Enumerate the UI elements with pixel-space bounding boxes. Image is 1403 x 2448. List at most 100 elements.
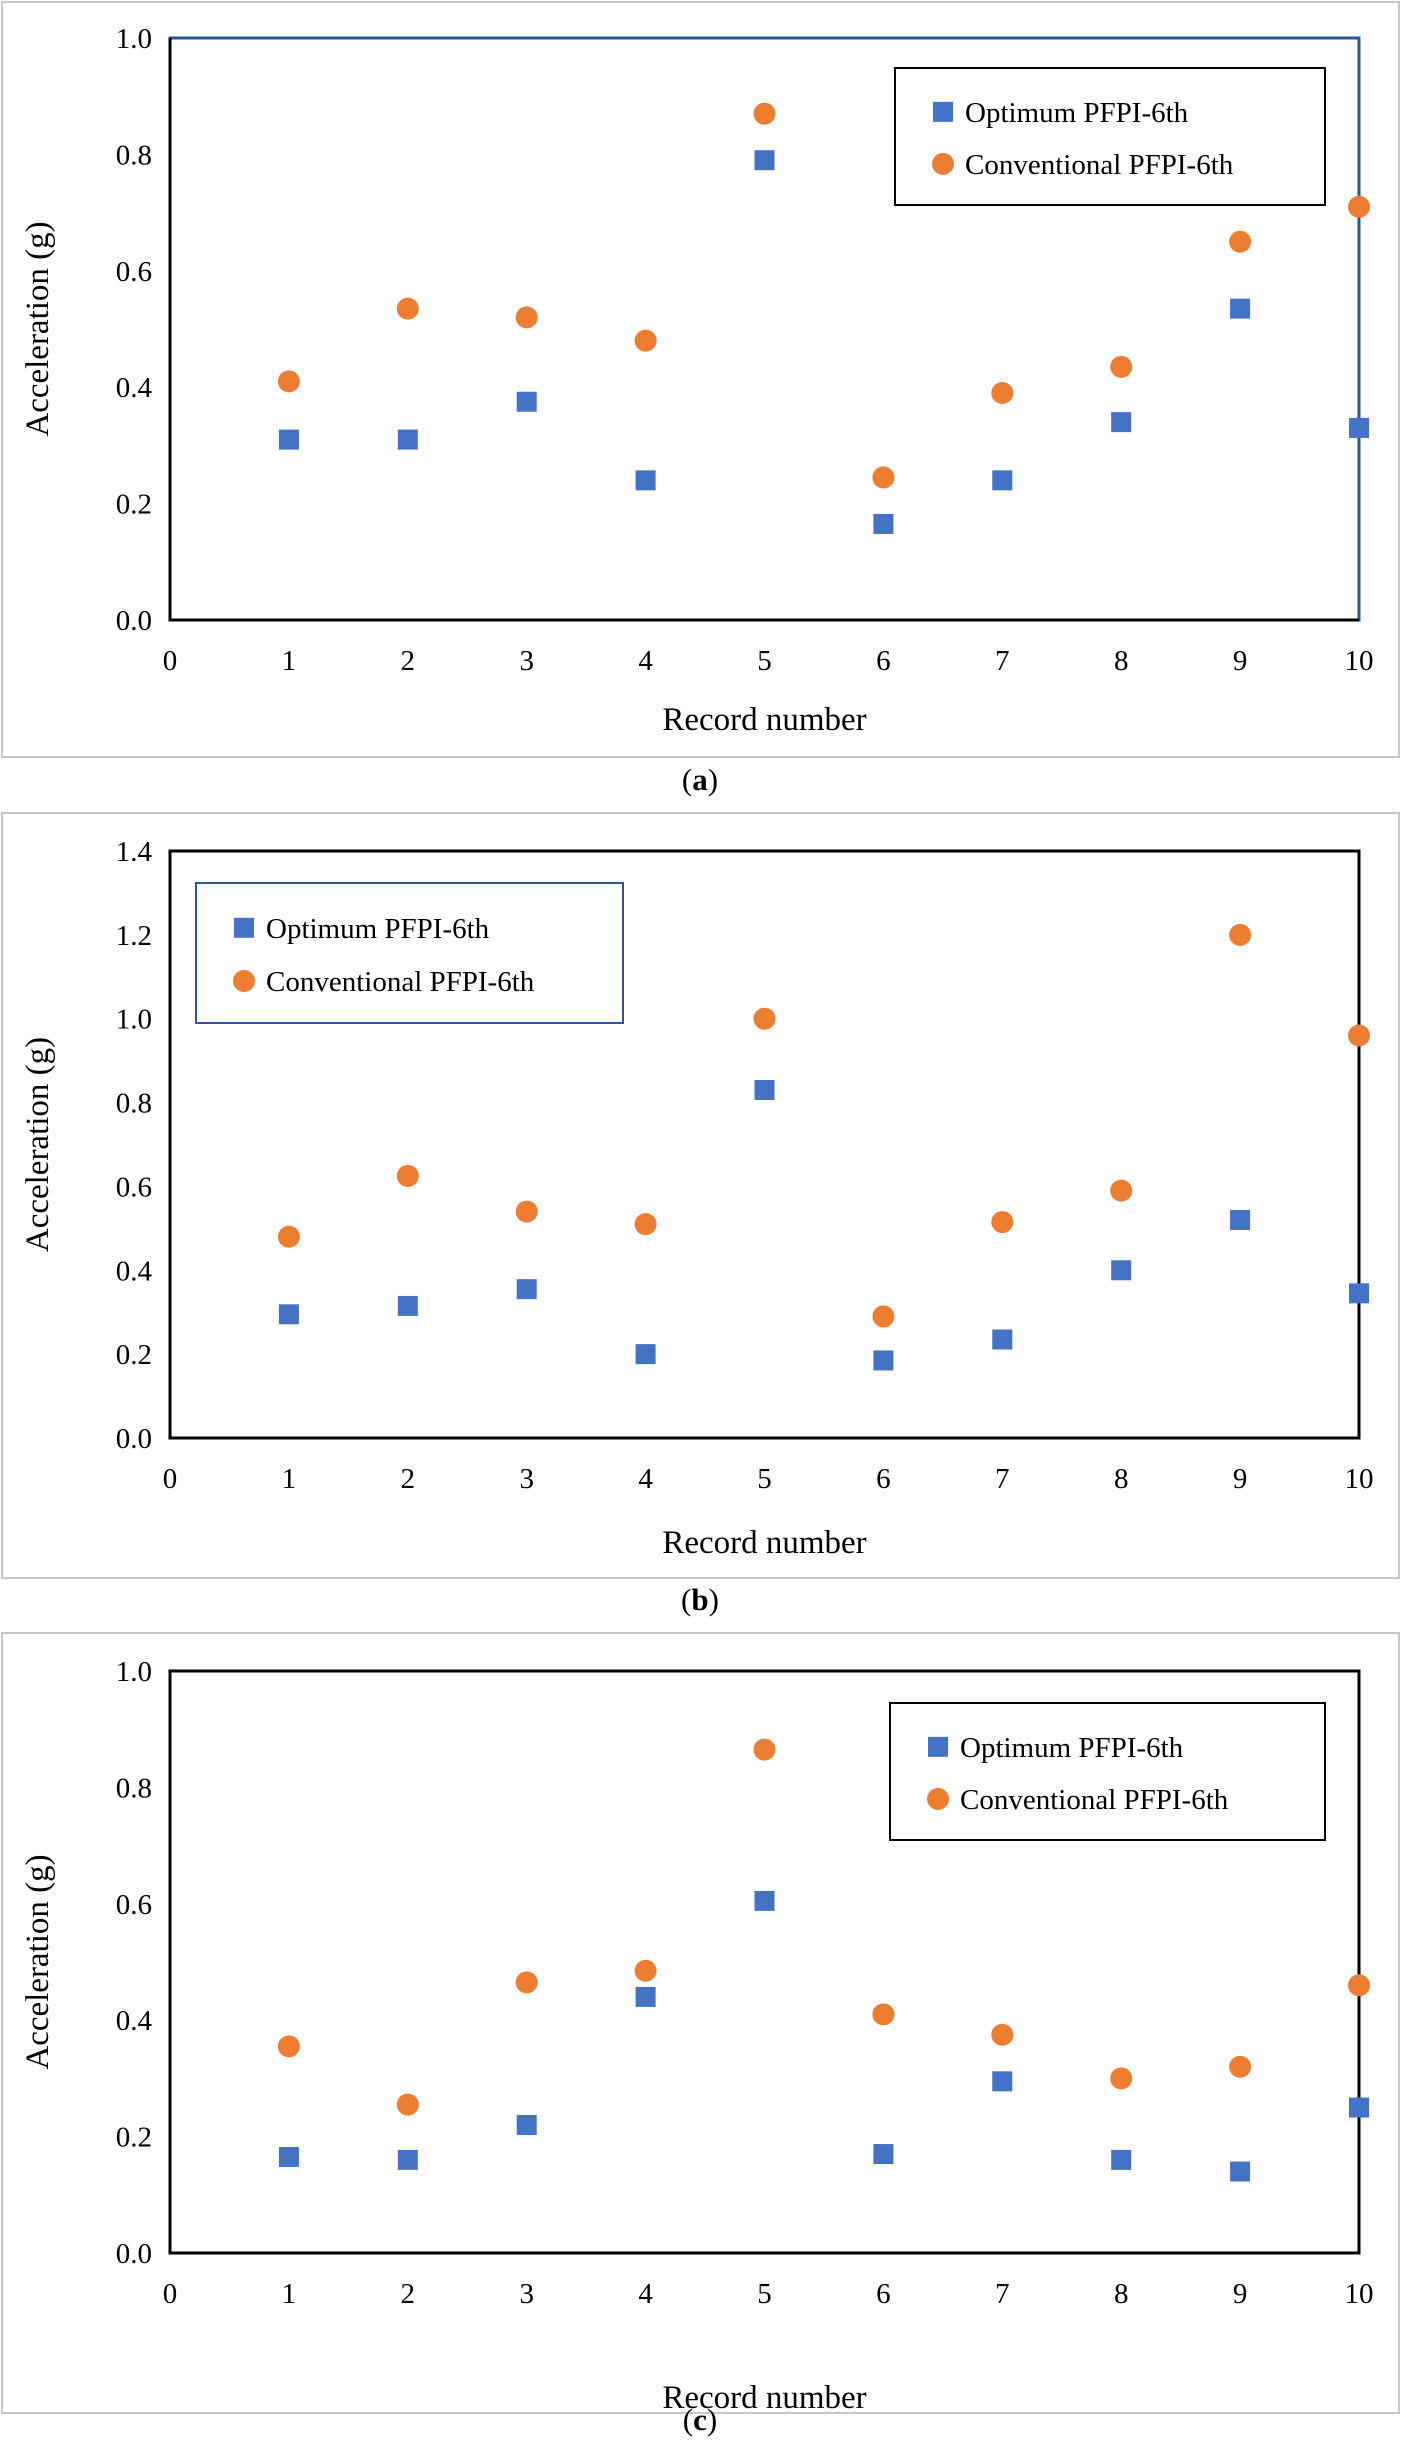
y-tick-label: 0.0 [116, 1423, 152, 1455]
x-tick-label: 10 [1345, 1463, 1374, 1495]
conventional-point [396, 2093, 419, 2116]
legend-label-conventional: Conventional PFPI-6th [965, 149, 1234, 181]
conventional-point [634, 329, 657, 352]
legend: Optimum PFPI-6th Conventional PFPI-6th [195, 882, 624, 1024]
optimum-point [516, 391, 537, 412]
optimum-point [992, 1329, 1013, 1350]
x-tick-label: 8 [1114, 645, 1129, 677]
legend-circle-marker [927, 1787, 949, 1810]
axes-lines [168, 851, 1359, 1440]
y-tick-label: 0.4 [116, 1255, 153, 1287]
optimum-point [754, 150, 775, 171]
x-tick-label: 7 [995, 2278, 1010, 2310]
legend: Optimum PFPI-6th Conventional PFPI-6th [889, 1702, 1326, 1841]
optimum-point [1230, 2161, 1251, 2182]
optimum-point [516, 2114, 537, 2135]
legend-box [894, 67, 1326, 206]
panel-caption: (a) [682, 762, 718, 797]
x-tick-label: 0 [163, 645, 178, 677]
conventional-point [991, 382, 1014, 405]
x-tick-label: 2 [401, 1463, 416, 1495]
x-tick-label: 8 [1114, 1463, 1129, 1495]
conventional-point [753, 1007, 776, 1030]
y-tick-label: 1.0 [116, 1656, 152, 1688]
x-tick-label: 5 [757, 645, 772, 677]
optimum-point [754, 1079, 775, 1100]
optimum-point [516, 1279, 537, 1300]
legend-square-marker [928, 1736, 948, 1757]
conventional-point [515, 1200, 538, 1223]
conventional-point [1229, 230, 1252, 253]
optimum-point [278, 1304, 299, 1325]
x-tick-label: 1 [282, 2278, 297, 2310]
chart-panel-b: 0.0 0.2 0.4 0.6 0.8 1.0 1.2 1.4 0 1 2 3 4 5 6 7 8 9 10 Reco… [1, 812, 1400, 1617]
conventional-point [753, 102, 776, 125]
optimum-point [635, 470, 656, 491]
conventional-point [991, 1211, 1014, 1234]
legend-label-conventional: Conventional PFPI-6th [266, 966, 535, 998]
x-tick-label: 9 [1233, 2278, 1248, 2310]
x-tick-label: 5 [757, 1463, 772, 1495]
x-tick-label: 10 [1345, 645, 1374, 677]
chart-outer-border [1, 1, 1400, 758]
x-tick-label: 2 [401, 2278, 416, 2310]
optimum-point [1230, 1209, 1251, 1230]
panel-caption-letter: a [692, 762, 708, 797]
x-tick-label: 6 [876, 645, 891, 677]
chart-outer-border [1, 812, 1400, 1579]
conventional-point [1348, 1024, 1370, 1047]
optimum-point [397, 429, 418, 450]
x-tick-label: 4 [638, 1463, 653, 1495]
y-tick-label: 1.2 [116, 920, 152, 952]
optimum-point [992, 470, 1013, 491]
legend: Optimum PFPI-6th Conventional PFPI-6th [894, 67, 1326, 206]
y-tick-label: 0.8 [116, 1088, 152, 1120]
legend-label-conventional: Conventional PFPI-6th [960, 1784, 1229, 1816]
y-tick-label: 1.0 [116, 1004, 152, 1036]
optimum-point [1111, 1260, 1132, 1281]
x-tick-label: 0 [163, 1463, 178, 1495]
conventional-point [1348, 1974, 1370, 1997]
conventional-point [1110, 2067, 1133, 2090]
y-tick-label: 0.4 [116, 372, 153, 404]
conventional-point [396, 297, 419, 320]
x-tick-label: 3 [519, 2278, 534, 2310]
legend-square-marker [933, 101, 953, 122]
x-tick-label: 8 [1114, 2278, 1129, 2310]
conventional-point [1348, 195, 1370, 218]
chart-outer-border [1, 1632, 1400, 2414]
conventional-point [1229, 923, 1252, 946]
legend-box [195, 882, 624, 1024]
optimum-point [278, 2146, 299, 2167]
optimum-point [1349, 417, 1369, 438]
legend-label-optimum: Optimum PFPI-6th [266, 913, 490, 945]
conventional-point [277, 2035, 300, 2058]
optimum-point [397, 1295, 418, 1316]
optimum-point [1349, 1283, 1369, 1304]
x-tick-label: 0 [163, 2278, 178, 2310]
x-axis-title: Record number [662, 2380, 866, 2416]
axes-lines [168, 1671, 1359, 2255]
conventional-point [634, 1213, 657, 1236]
y-tick-label: 0.4 [116, 2005, 153, 2037]
y-tick-label: 0.8 [116, 139, 152, 171]
optimum-point [873, 2144, 894, 2165]
optimum-point [1111, 2149, 1132, 2170]
y-tick-label: 0.6 [116, 1889, 152, 1921]
x-tick-label: 5 [757, 2278, 772, 2310]
y-tick-label: 0.0 [116, 2238, 152, 2270]
optimum-point [873, 1350, 894, 1371]
y-tick-label: 0.2 [116, 1339, 152, 1371]
conventional-point [515, 1971, 538, 1994]
conventional-point [277, 370, 300, 393]
conventional-point [277, 1225, 300, 1248]
axes-lines [168, 38, 1359, 622]
optimum-point [873, 513, 894, 534]
y-tick-label: 1.4 [116, 836, 153, 868]
x-tick-label: 7 [995, 1463, 1010, 1495]
conventional-point [515, 306, 538, 329]
chart-panel-a: 0.0 0.2 0.4 0.6 0.8 1.0 0 1 2 3 4 5 6 7 8 9 10 Record num… [1, 1, 1400, 797]
x-tick-label: 6 [876, 2278, 891, 2310]
x-tick-label: 2 [401, 645, 416, 677]
